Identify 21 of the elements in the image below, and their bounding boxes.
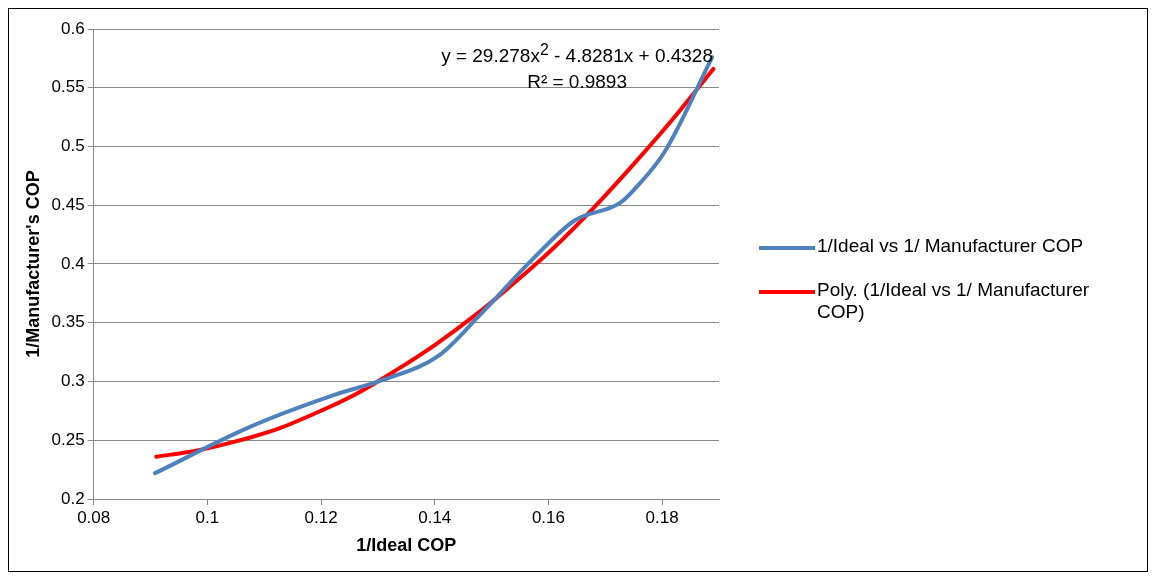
y-tick-label: 0.2 <box>61 488 85 508</box>
y-tick-label: 0.6 <box>61 18 85 38</box>
x-tick-label: 0.18 <box>645 507 679 527</box>
y-tick-label: 0.35 <box>51 312 85 332</box>
x-tick-label: 0.08 <box>77 507 111 527</box>
x-tick-label: 0.12 <box>304 507 338 527</box>
legend-label: 1/Ideal vs 1/ Manufacturer COP <box>816 235 1084 257</box>
y-tick-label: 0.25 <box>51 429 85 449</box>
x-axis-title: 1/Ideal COP <box>356 535 457 556</box>
legend-label: Poly. (1/Ideal vs 1/ Manufacturer COP) <box>816 279 1091 323</box>
y-tick-label: 0.5 <box>61 136 85 156</box>
y-axis-title: 1/Manufacturer's COP <box>22 170 43 358</box>
y-tick-label: 0.55 <box>51 77 85 97</box>
annotation: R² = 0.9893 <box>526 70 628 95</box>
x-tick-label: 0.1 <box>195 507 220 527</box>
y-tick-label: 0.3 <box>61 371 85 391</box>
y-tick-label: 0.45 <box>51 194 85 214</box>
annotation: y = 29.278x$^{2}$ - 4.8281x + 0.4328 <box>441 40 713 69</box>
x-tick-label: 0.16 <box>531 507 566 527</box>
x-tick-label: 0.14 <box>418 507 452 527</box>
y-tick-label: 0.4 <box>61 253 85 273</box>
